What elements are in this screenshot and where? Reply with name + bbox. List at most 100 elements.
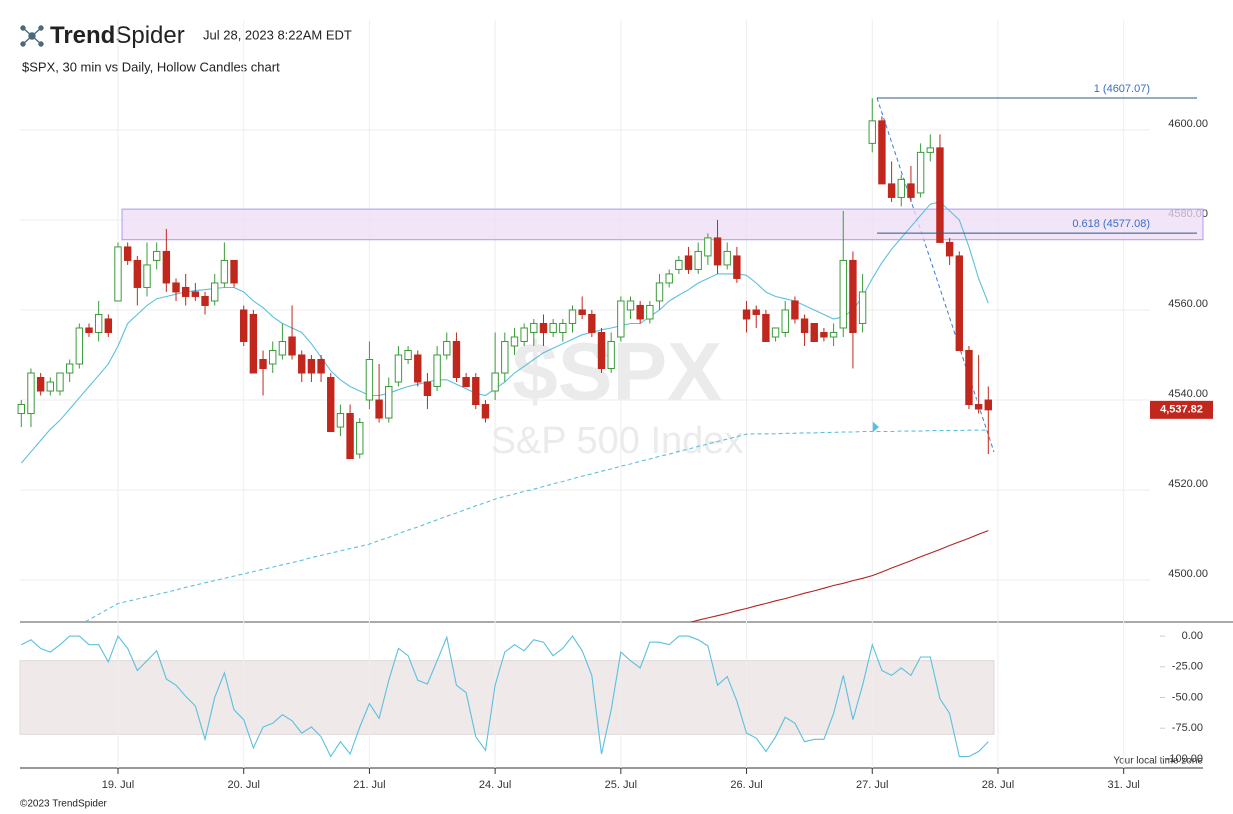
candle-body	[307, 358, 316, 374]
candle-body	[259, 358, 267, 370]
candle-body	[713, 237, 722, 266]
candle-body	[162, 250, 171, 284]
y-tick-label: -50.00	[1172, 691, 1203, 703]
candle-body	[94, 313, 103, 333]
candle-body	[433, 354, 441, 388]
candle-body	[56, 372, 64, 392]
candle-body	[926, 147, 934, 153]
watermark-subtitle: S&P 500 Index	[491, 420, 744, 462]
x-tick-label: 24. Jul	[479, 779, 511, 791]
candle-body	[143, 264, 151, 288]
candle-body	[878, 120, 886, 185]
candle-body	[665, 273, 673, 284]
candle-body	[810, 322, 818, 342]
candle-body	[375, 399, 383, 419]
candle-body	[588, 313, 596, 333]
candle-body	[365, 358, 374, 401]
candle-body	[75, 327, 84, 365]
candle-body	[800, 318, 809, 333]
candle-body	[423, 381, 432, 397]
moving-average-line	[83, 429, 989, 622]
candle-body	[781, 309, 789, 333]
fib-trendline	[876, 97, 995, 453]
candle-body	[346, 413, 354, 460]
candle-body	[771, 327, 780, 338]
candle-body	[945, 241, 954, 257]
candle-body	[46, 381, 55, 392]
brand-bold: Trend	[50, 22, 115, 49]
candle-body	[549, 322, 557, 333]
candle-body	[887, 183, 896, 198]
candle-body	[762, 313, 770, 342]
candle-body	[114, 246, 122, 302]
y-tick-label: 0.00	[1182, 630, 1203, 642]
candle-body	[646, 304, 654, 320]
candle-body	[452, 340, 461, 379]
candle-body	[752, 309, 760, 315]
candle-body	[317, 358, 325, 374]
copyright: ©2023 TrendSpider	[20, 799, 108, 810]
candle-body	[510, 336, 519, 347]
candle-body	[278, 340, 287, 356]
x-tick-label: 20. Jul	[227, 779, 259, 791]
candle-body	[191, 291, 200, 297]
candle-body	[104, 318, 113, 333]
timezone-note: Your local time zone	[1113, 756, 1203, 767]
candle-body	[501, 340, 509, 374]
watermark: $SPX	[512, 327, 722, 418]
fib-label: 0.618 (4577.08)	[1072, 218, 1150, 230]
y-tick-label: -100.00	[1166, 753, 1203, 765]
x-tick-label: 19. Jul	[102, 779, 134, 791]
y-tick-label: 4560.00	[1168, 298, 1208, 310]
resistance-zone	[121, 208, 1204, 241]
candle-body	[694, 250, 702, 270]
candle-body	[211, 282, 219, 302]
candle-body	[704, 237, 712, 257]
candle-body	[462, 377, 470, 388]
x-tick-label: 31. Jul	[1107, 779, 1139, 791]
candle-body	[675, 259, 683, 270]
candle-body	[849, 259, 857, 333]
y-tick-label: 4520.00	[1168, 478, 1208, 490]
timestamp: Jul 28, 2023 8:22AM EDT	[203, 27, 352, 42]
candle-body	[27, 372, 35, 415]
candle-body	[597, 331, 606, 370]
candle-body	[385, 386, 393, 419]
candle-body	[520, 327, 528, 342]
candle-body	[617, 300, 625, 338]
candle-body	[85, 327, 93, 333]
candle-body	[568, 309, 577, 324]
candle-body	[336, 413, 345, 428]
candle-body	[123, 246, 132, 261]
candle-body	[269, 349, 277, 365]
candle-body	[626, 300, 635, 311]
moving-average-line	[689, 530, 989, 622]
candle-body	[829, 331, 838, 338]
x-tick-label: 21. Jul	[353, 779, 385, 791]
candle-body	[298, 354, 306, 374]
candle-body	[559, 322, 567, 333]
candle-body	[394, 354, 403, 383]
candle-body	[839, 259, 847, 329]
candle-body	[868, 120, 876, 144]
oscillator-band	[19, 660, 995, 735]
logo-icon	[20, 25, 44, 47]
candle-body	[443, 340, 451, 356]
candle-body	[965, 349, 973, 406]
candle-body	[491, 372, 499, 392]
candle-body	[955, 255, 963, 351]
last-price-tag	[1150, 400, 1213, 419]
candle-body	[897, 178, 905, 198]
brand-light: Spider	[115, 22, 184, 49]
candle-body	[17, 404, 26, 415]
candle-body	[974, 404, 983, 410]
candle-body	[133, 259, 142, 288]
candle-body	[733, 255, 741, 279]
candle-body	[220, 259, 229, 284]
fib-label: 1 (4607.07)	[1094, 83, 1150, 95]
candle-body	[201, 295, 209, 306]
candle-body	[858, 291, 867, 324]
